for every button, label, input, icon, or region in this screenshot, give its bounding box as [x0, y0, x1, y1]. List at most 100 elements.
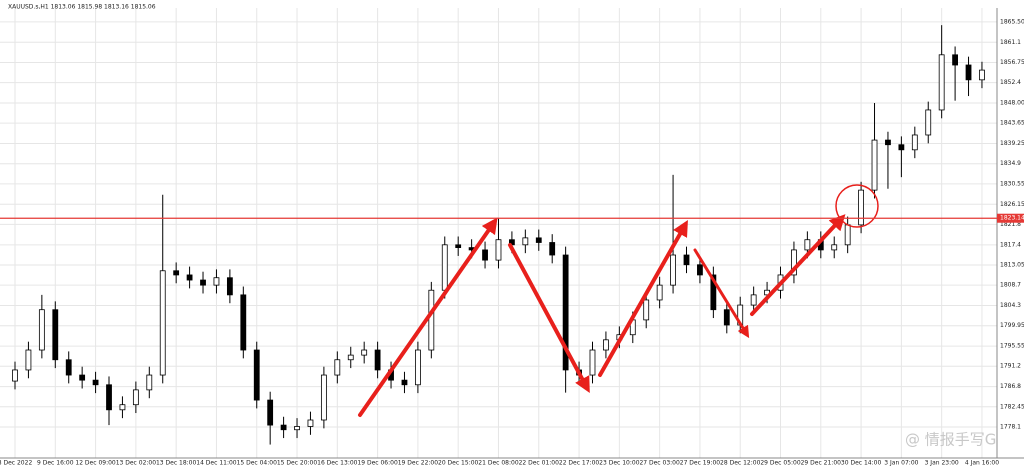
candle-body: [831, 244, 838, 251]
y-tick-label: 1852.4: [1000, 79, 1021, 86]
x-tick-label: 20 Dec 15:00: [438, 460, 479, 467]
x-tick-label: 27 Dec 19:00: [680, 460, 721, 467]
x-tick-label: 3 Jan 07:00: [884, 460, 918, 467]
candle-body: [898, 144, 905, 151]
x-tick-label: 21 Dec 08:00: [478, 460, 519, 467]
x-tick-label: 13 Dec 18:00: [156, 460, 197, 467]
candle-body: [12, 369, 18, 382]
candle-body: [535, 237, 542, 243]
candle-body: [656, 284, 663, 301]
candle-body: [522, 237, 529, 246]
arrow: [358, 217, 498, 417]
y-tick-label: 1865.50: [1000, 18, 1024, 25]
candle-body: [683, 254, 690, 266]
candle-body: [267, 399, 274, 426]
annotations: [358, 184, 879, 417]
y-tick-label: 1830.55: [1000, 180, 1024, 187]
candle-body: [106, 384, 112, 411]
candle-body: [723, 309, 730, 326]
candle-body: [280, 424, 287, 431]
x-tick-label: 16 Dec 13:00: [317, 460, 358, 467]
candle-body: [428, 289, 435, 351]
candle-body: [925, 109, 932, 136]
price-level-label: 1823.14: [1000, 215, 1024, 222]
candle-body: [549, 242, 556, 256]
candle-body: [25, 349, 32, 371]
candle-body: [938, 54, 945, 111]
x-tick-label: 29 Dec 21:00: [801, 460, 842, 467]
y-tick-label: 1843.65: [1000, 120, 1024, 127]
x-tick-label: 9 Dec 16:00: [37, 460, 74, 467]
y-tick-label: 1804.3: [1000, 302, 1021, 309]
x-tick-label: 19 Dec 06:00: [357, 460, 398, 467]
candle-body: [253, 349, 260, 401]
candle-body: [79, 374, 86, 381]
candle-body: [495, 239, 502, 261]
x-tick-label: 8 Dec 2022: [0, 460, 32, 467]
x-tick-label: 19 Dec 22:00: [398, 460, 439, 467]
candle-body: [750, 294, 757, 306]
candle-body: [213, 277, 220, 286]
candle-body: [132, 389, 139, 406]
y-tick-label: 1778.1: [1000, 423, 1021, 430]
candle-body: [455, 244, 462, 248]
candle-body: [697, 264, 703, 276]
candle-body: [603, 339, 609, 351]
chart-title: XAUUSD.s,H1 1813.06 1815.98 1813.16 1815…: [8, 4, 156, 11]
x-tick-label: 3 Jan 23:00: [925, 460, 959, 467]
candle-body: [710, 274, 717, 311]
candle-body: [844, 224, 851, 246]
y-tick-label: 1786.8: [1000, 383, 1021, 390]
candle-body: [589, 349, 596, 376]
candle-body: [320, 374, 327, 421]
x-tick-label: 23 Dec 10:00: [599, 460, 640, 467]
arrow: [693, 248, 750, 339]
candle-body: [173, 270, 180, 276]
arrow: [508, 243, 590, 394]
y-tick-label: 1791.2: [1000, 363, 1021, 370]
candle-body: [401, 379, 408, 386]
candle-body: [441, 244, 448, 291]
x-tick-label: 15 Dec 20:00: [277, 460, 318, 467]
candle-body: [911, 134, 918, 151]
candle-body: [65, 359, 72, 376]
candle-body: [374, 349, 381, 371]
candle-body: [361, 349, 368, 356]
y-tick-label: 1799.95: [1000, 322, 1024, 329]
y-tick-label: 1782.45: [1000, 403, 1024, 410]
candle-body: [92, 379, 99, 386]
y-tick-label: 1808.7: [1000, 282, 1021, 289]
x-tick-label: 27 Dec 03:00: [639, 460, 680, 467]
candle-body: [562, 254, 569, 371]
y-tick-label: 1834.9: [1000, 160, 1021, 167]
x-tick-label: 22 Dec 17:00: [559, 460, 600, 467]
candle-body: [146, 374, 153, 391]
y-tick-label: 1817.4: [1000, 241, 1021, 248]
y-tick-label: 1839.25: [1000, 140, 1024, 147]
x-tick-label: 29 Dec 05:00: [760, 460, 801, 467]
y-tick-label: 1795.55: [1000, 343, 1024, 350]
y-tick-label: 1826.15: [1000, 201, 1024, 208]
candle-body: [670, 254, 676, 286]
candle-body: [952, 54, 958, 66]
candle-body: [307, 419, 314, 427]
candle-body: [347, 354, 354, 361]
candle-body: [226, 277, 233, 296]
candle-body: [482, 249, 488, 261]
y-tick-label: 1848.00: [1000, 100, 1024, 107]
candle-body: [186, 274, 193, 281]
arrow: [750, 214, 846, 316]
y-tick-label: 1861.1: [1000, 39, 1021, 46]
price-level-tag: [997, 213, 1024, 223]
candle-body: [965, 64, 972, 81]
x-tick-label: 14 Dec 11:00: [196, 460, 237, 467]
arrow: [598, 220, 688, 377]
candle-body: [159, 270, 166, 376]
y-tick-label: 1856.75: [1000, 59, 1024, 66]
x-tick-label: 30 Dec 14:00: [841, 460, 882, 467]
candle-body: [240, 294, 247, 351]
x-tick-label: 12 Dec 09:00: [75, 460, 116, 467]
x-tick-label: 4 Jan 16:00: [965, 460, 999, 467]
x-tick-label: 15 Dec 04:00: [237, 460, 278, 467]
